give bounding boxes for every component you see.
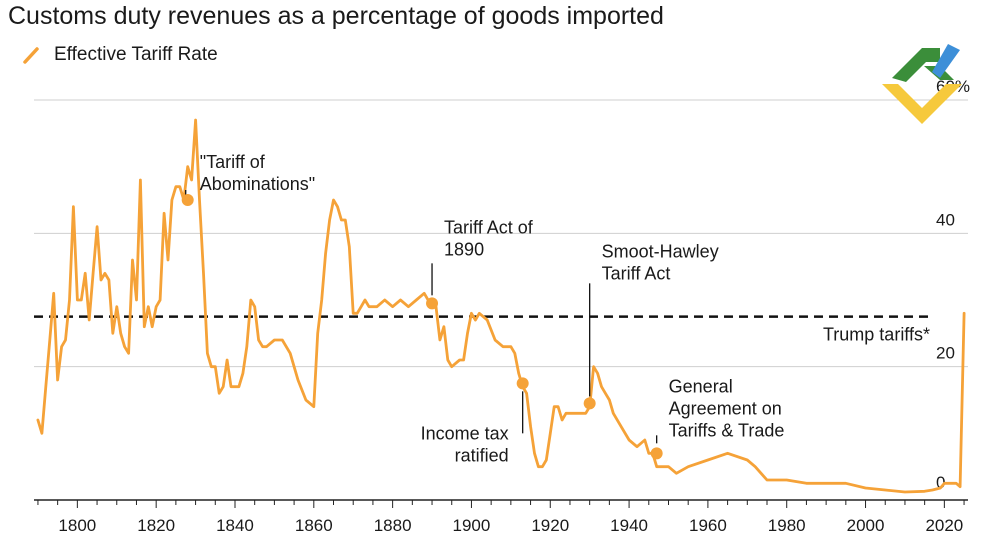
x-tick-label: 1880 — [374, 516, 412, 535]
x-axis-labels: 1800 1820 1840 1860 1880 1900 1920 1940 1960 1980… — [58, 516, 963, 535]
y-tick-label: 20 — [936, 344, 955, 363]
annotations: "Tariff of Abominations" Tariff Act of 1890… — [181, 152, 785, 465]
y-tick-label: 0 — [936, 473, 945, 492]
annotation-marker — [650, 447, 663, 460]
reference-line-label: Trump tariffs* — [823, 325, 930, 345]
x-tick-label: 1900 — [453, 516, 491, 535]
x-tick-label: 1960 — [689, 516, 727, 535]
legend-swatch — [23, 47, 39, 64]
y-axis-labels: 0204060% — [936, 77, 970, 492]
y-tick-label: 40 — [936, 210, 955, 229]
annotation-line: Abominations" — [200, 174, 315, 194]
gridlines — [34, 99, 968, 368]
annotation-line: Agreement on — [669, 398, 782, 418]
x-tick-label: 2000 — [847, 516, 885, 535]
x-tick-label: 1820 — [137, 516, 175, 535]
x-tick-label: 1860 — [295, 516, 333, 535]
annotation-line: Tariff Act of — [444, 217, 534, 237]
annotation-line: ratified — [455, 445, 509, 465]
annotation-line: 1890 — [444, 239, 484, 259]
annotation-marker — [181, 194, 194, 206]
legend-label: Effective Tariff Rate — [54, 44, 218, 65]
legend: Effective Tariff Rate — [22, 44, 218, 66]
annotation-line: Smoot-Hawley — [602, 241, 719, 261]
x-tick-label: 2020 — [925, 516, 963, 535]
annotation-line: Income tax — [421, 423, 509, 443]
x-tick-label: 1920 — [531, 516, 569, 535]
x-tick-label: 1840 — [216, 516, 254, 535]
annotation-line: Tariff Act — [602, 263, 671, 283]
annotation-line: General — [669, 376, 733, 396]
annotation-line: "Tariff of — [200, 152, 266, 172]
annotation-marker — [583, 397, 596, 410]
series-line — [36, 118, 966, 494]
annotation-label: Tariff Act of 1890 — [444, 217, 534, 259]
brand-logo-icon — [882, 44, 962, 124]
annotation-marker — [516, 377, 529, 390]
annotation-label: Income tax ratified — [421, 423, 509, 465]
chart-title: Customs duty revenues as a percentage of… — [8, 2, 664, 30]
annotation-marker — [426, 297, 439, 310]
x-tick-label: 1940 — [610, 516, 648, 535]
x-axis — [34, 499, 968, 508]
annotation-label: "Tariff of Abominations" — [200, 152, 315, 194]
reference-lines: Trump tariffs* — [34, 315, 934, 345]
x-tick-label: 1800 — [58, 516, 96, 535]
annotation-label: General Agreement on Tariffs & Trade — [669, 376, 785, 440]
annotation-line: Tariffs & Trade — [669, 420, 785, 440]
x-tick-label: 1980 — [768, 516, 806, 535]
annotation-label: Smoot-Hawley Tariff Act — [602, 241, 719, 283]
series-lines — [36, 118, 966, 494]
